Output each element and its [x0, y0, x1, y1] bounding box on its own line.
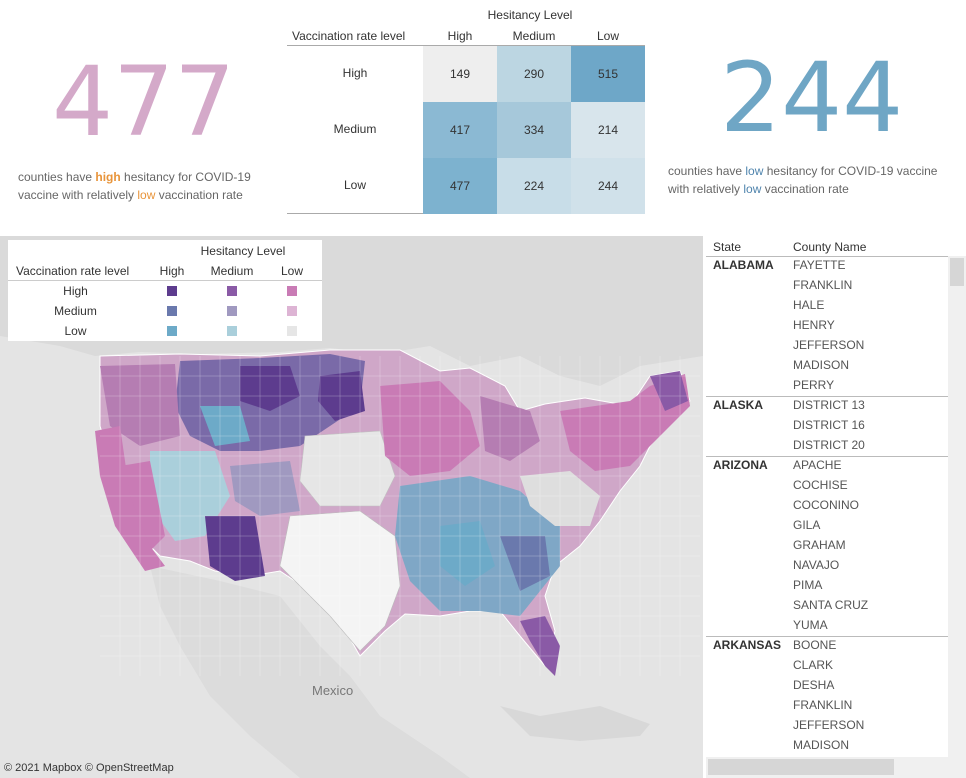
matrix-cell[interactable]: 477 [423, 158, 497, 214]
matrix-col-high: High [447, 29, 473, 43]
legend-swatch[interactable] [227, 286, 237, 296]
matrix-cell[interactable]: 244 [571, 158, 645, 214]
legend-swatch[interactable] [287, 326, 297, 336]
matrix-col-medium: Medium [512, 29, 556, 43]
county-table: State County Name ALABAMA FAYETTE FRANKLIN… [706, 236, 966, 778]
legend-swatch[interactable] [227, 326, 237, 336]
table-county-cell[interactable]: APACHE [793, 458, 842, 472]
matrix-col-low: Low [596, 29, 619, 43]
legend-swatch[interactable] [167, 286, 177, 296]
table-header-county[interactable]: County Name [793, 240, 867, 254]
legend-swatch[interactable] [167, 326, 177, 336]
matrix-cell[interactable]: 417 [423, 102, 497, 158]
legend-swatch[interactable] [227, 306, 237, 316]
legend-row-header: Vaccination rate level [16, 264, 130, 278]
legend-swatch[interactable] [167, 306, 177, 316]
table-county-cell[interactable]: DISTRICT 20 [793, 438, 865, 452]
kpi-left-caption: counties have high hesitancy for COVID-1… [18, 170, 251, 202]
table-state-cell[interactable]: ARKANSAS [713, 638, 782, 652]
table-county-cell[interactable]: JEFFERSON [793, 338, 865, 352]
legend-swatch[interactable] [287, 306, 297, 316]
table-county-cell[interactable]: GILA [793, 518, 821, 532]
matrix-cell[interactable]: 290 [497, 46, 571, 102]
map-attribution[interactable]: © 2021 Mapbox © OpenStreetMap [4, 762, 174, 774]
legend-col-medium: Medium [210, 264, 254, 278]
table-county-cell[interactable]: COCONINO [793, 498, 859, 512]
table-county-cell[interactable]: JEFFERSON [793, 718, 865, 732]
table-county-cell[interactable]: BOONE [793, 638, 837, 652]
legend-divider [8, 280, 322, 281]
table-county-cell[interactable]: HENRY [793, 318, 835, 332]
matrix-cell[interactable]: 224 [497, 158, 571, 214]
table-county-cell[interactable]: MADISON [793, 738, 850, 752]
matrix-row-label: Low [343, 178, 366, 192]
matrix-cell[interactable]: 334 [497, 102, 571, 158]
table-county-cell[interactable]: DESHA [793, 678, 835, 692]
table-county-cell[interactable]: CLARK [793, 658, 834, 672]
table-state-cell[interactable]: ALASKA [713, 398, 763, 412]
kpi-left-value: 477 [52, 46, 236, 158]
legend-row-label: Low [64, 324, 87, 338]
table-group-divider [706, 456, 948, 457]
matrix-cell[interactable]: 515 [571, 46, 645, 102]
matrix-cell[interactable]: 149 [423, 46, 497, 102]
horizontal-scrollbar[interactable] [706, 757, 966, 778]
legend-title: Hesitancy Level [200, 244, 286, 258]
table-county-cell[interactable]: HALE [793, 298, 825, 312]
matrix-top-line [287, 45, 645, 46]
kpi-right-caption: counties have low hesitancy for COVID-19… [668, 164, 938, 196]
map-legend: Hesitancy Level Vaccination rate level H… [8, 240, 322, 341]
matrix-row-header: Vaccination rate level [292, 29, 406, 43]
table-county-cell[interactable]: DISTRICT 13 [793, 398, 865, 412]
kpi-right-value: 244 [720, 42, 904, 154]
legend-row-label: High [63, 284, 88, 298]
table-county-cell[interactable]: MADISON [793, 358, 850, 372]
matrix-row-label: Medium [333, 122, 377, 136]
legend-col-low: Low [280, 264, 303, 278]
table-header-divider [706, 256, 948, 257]
matrix-cell[interactable]: 214 [571, 102, 645, 158]
legend-row-label: Medium [54, 304, 97, 318]
table-county-cell[interactable]: PIMA [793, 578, 823, 592]
matrix-title: Hesitancy Level [487, 8, 573, 22]
table-county-cell[interactable]: YUMA [793, 618, 828, 632]
table-group-divider [706, 396, 948, 397]
table-county-cell[interactable]: FAYETTE [793, 258, 846, 272]
table-county-cell[interactable]: NAVAJO [793, 558, 840, 572]
matrix-row-label: High [342, 66, 368, 80]
vertical-scrollbar[interactable] [948, 256, 966, 774]
horizontal-scroll-thumb[interactable] [708, 759, 894, 775]
table-county-cell[interactable]: GRAHAM [793, 538, 846, 552]
table-county-cell[interactable]: FRANKLIN [793, 278, 853, 292]
legend-swatch[interactable] [287, 286, 297, 296]
table-county-cell[interactable]: DISTRICT 16 [793, 418, 865, 432]
table-county-cell[interactable]: SANTA CRUZ [793, 598, 869, 612]
table-group-divider [706, 636, 948, 637]
table-header-state[interactable]: State [713, 240, 742, 254]
table-state-cell[interactable]: ARIZONA [713, 458, 768, 472]
legend-col-high: High [159, 264, 185, 278]
table-county-cell[interactable]: PERRY [793, 378, 835, 392]
map-label-mexico: Mexico [312, 683, 354, 698]
vertical-scroll-thumb[interactable] [950, 258, 964, 286]
table-county-cell[interactable]: FRANKLIN [793, 698, 853, 712]
table-county-cell[interactable]: COCHISE [793, 478, 848, 492]
table-state-cell[interactable]: ALABAMA [713, 258, 774, 272]
